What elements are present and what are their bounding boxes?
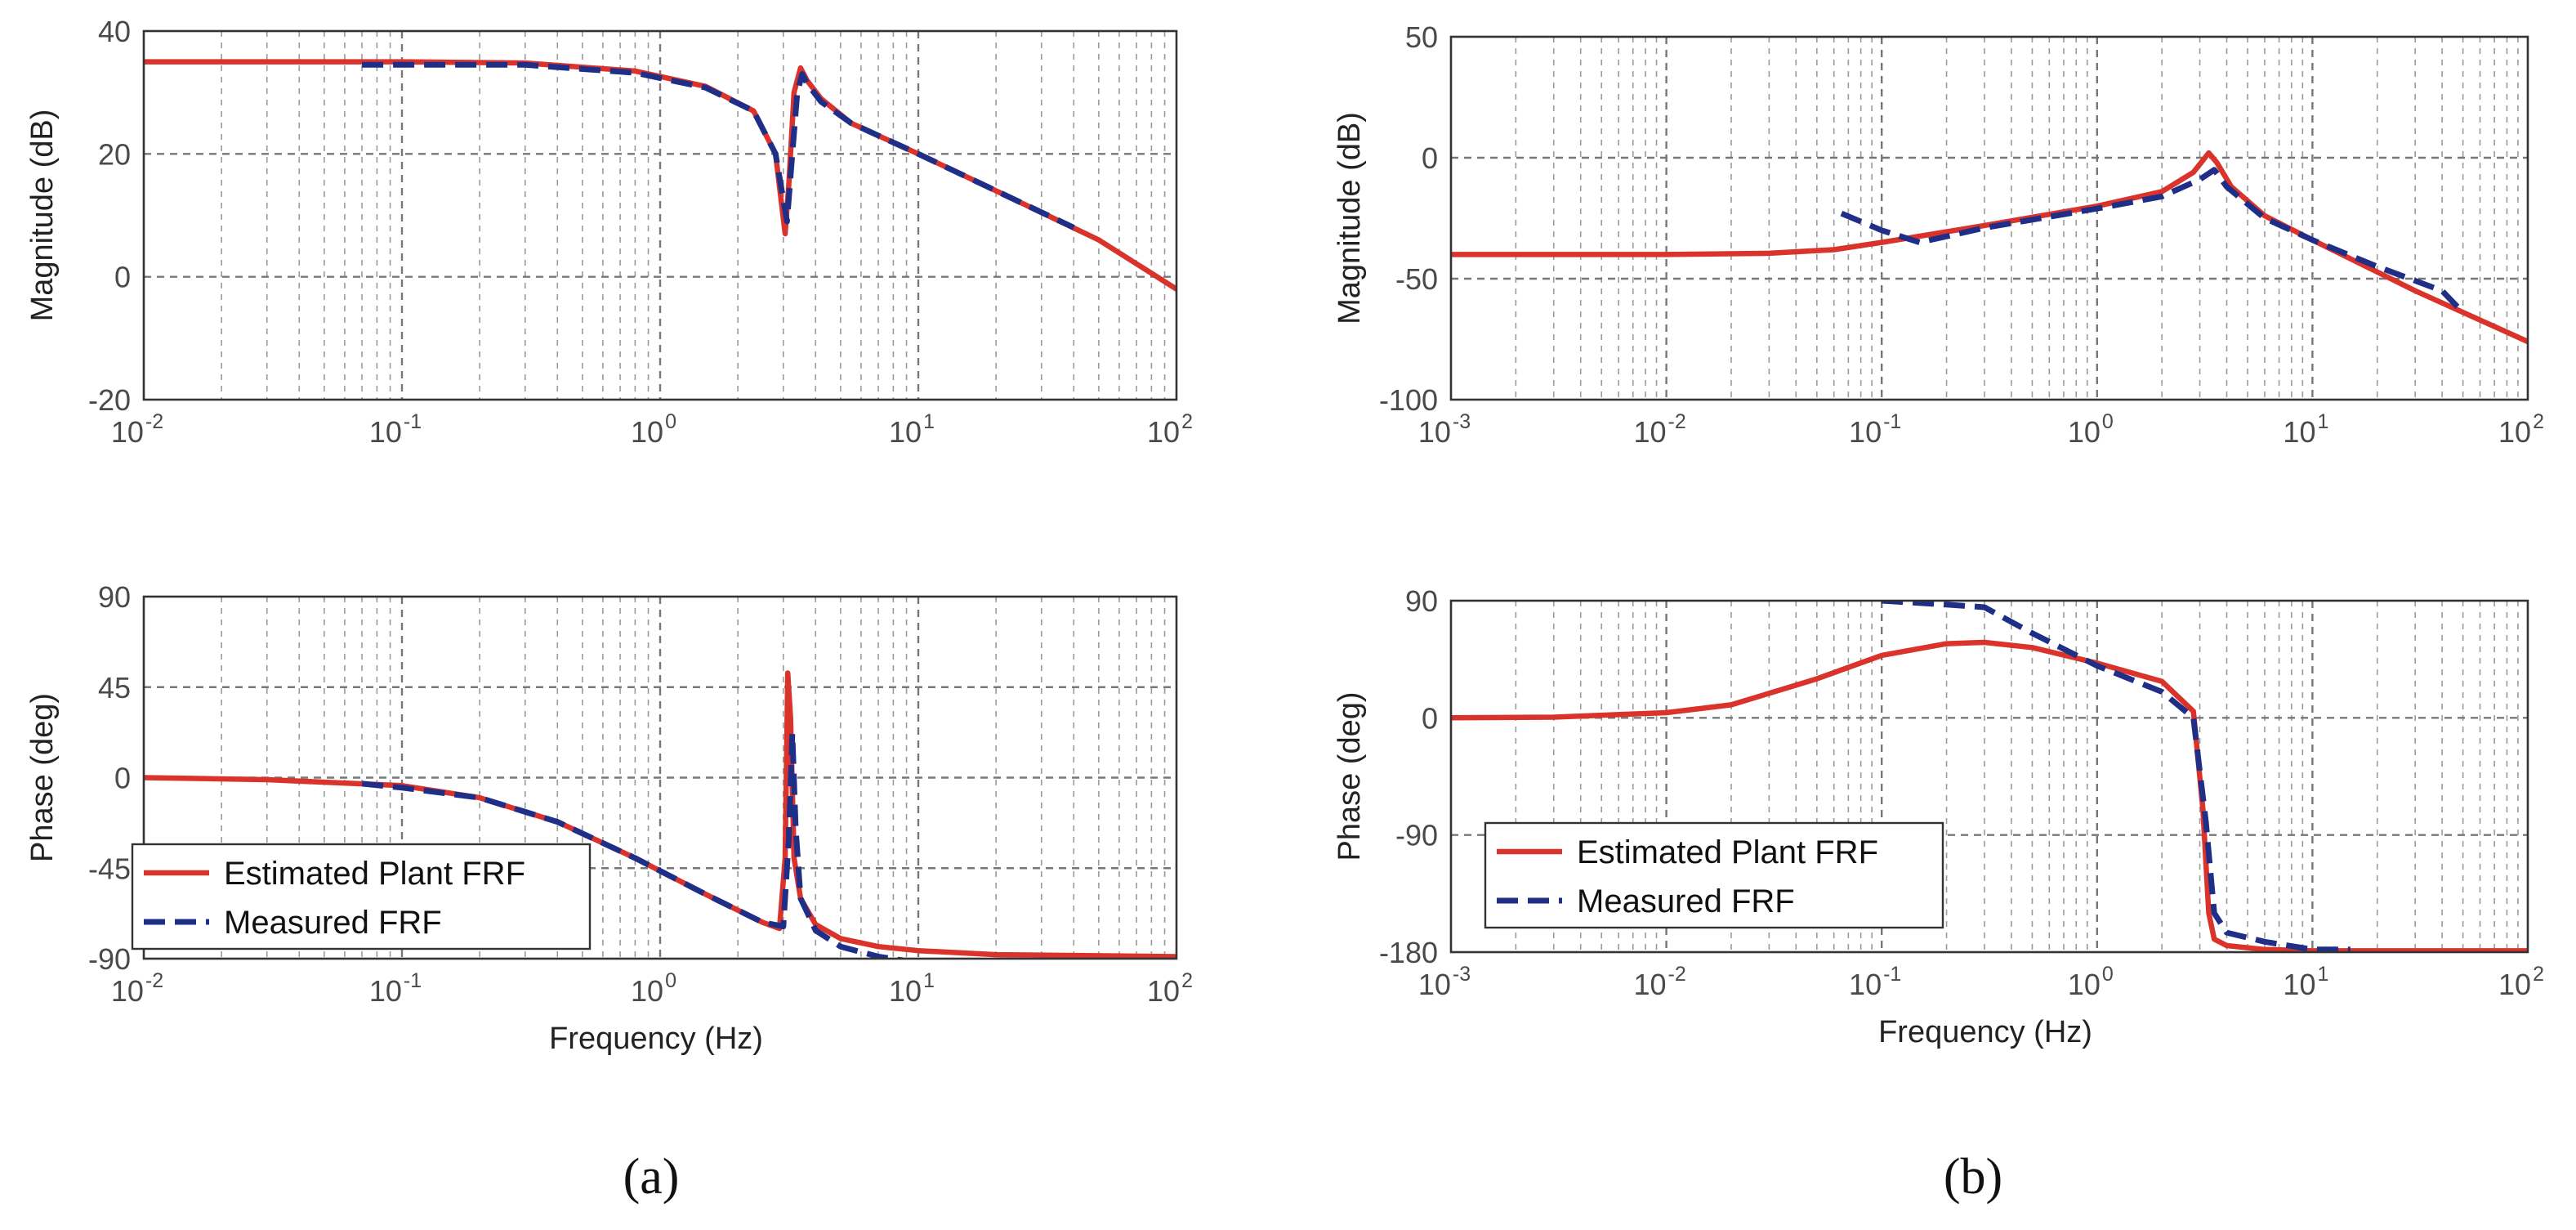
legend-a: Estimated Plant FRF Measured FRF bbox=[131, 843, 592, 950]
x-tick-label: 101 bbox=[889, 410, 935, 449]
panel-label-a: (a) bbox=[623, 1149, 680, 1205]
x-tick-label: 10-3 bbox=[1418, 963, 1471, 1001]
legend-b: Estimated Plant FRF Measured FRF bbox=[1484, 821, 1944, 929]
y-tick-label: 90 bbox=[98, 580, 131, 614]
x-tick-label: 102 bbox=[1147, 410, 1193, 449]
x-tick-label: 101 bbox=[2283, 963, 2328, 1001]
axes-frame bbox=[142, 29, 1178, 401]
y-tick-label: 50 bbox=[1405, 20, 1438, 54]
series-measured-line bbox=[1881, 601, 2351, 952]
x-tick-label: 100 bbox=[2068, 410, 2114, 449]
x-tick-label: 10-1 bbox=[1849, 963, 1901, 1001]
y-tick-label: 0 bbox=[1422, 141, 1438, 175]
plot-b-magnitude: -100 -50 0 50 10-3 10-2 10-1 100 101 102 Magnitude… bbox=[1333, 20, 2544, 449]
y-tick-label: -180 bbox=[1379, 936, 1438, 969]
y-tick-label: 40 bbox=[98, 15, 131, 48]
x-tick-label: 10-2 bbox=[111, 410, 163, 449]
x-tick-label: 10-2 bbox=[1633, 410, 1685, 449]
x-axis-label: Frequency (Hz) bbox=[1878, 1015, 2092, 1049]
plot-b-phase: -180 -90 0 90 10-3 10-2 10-1 100 101 102 Phase (de… bbox=[1333, 584, 2544, 1049]
series-measured-line bbox=[1840, 167, 2466, 315]
y-tick-label: -50 bbox=[1395, 262, 1438, 296]
y-tick-label: -90 bbox=[88, 942, 131, 976]
y-tick-label: -100 bbox=[1379, 383, 1438, 417]
y-tick-label: 90 bbox=[1405, 584, 1438, 618]
x-tick-label: 10-1 bbox=[1849, 410, 1901, 449]
y-axis-label: Magnitude (dB) bbox=[1333, 112, 1367, 324]
y-axis-label: Phase (deg) bbox=[25, 693, 60, 862]
y-tick-label: -20 bbox=[88, 383, 131, 417]
x-tick-label: 10-2 bbox=[1633, 963, 1685, 1001]
plot-a-magnitude: -20 0 20 40 10-2 10-1 100 101 102 Magnitude (dB) bbox=[25, 15, 1193, 449]
legend-a-measured-label: Measured FRF bbox=[224, 905, 442, 941]
x-axis-label: Frequency (Hz) bbox=[549, 1022, 763, 1056]
x-tick-label: 102 bbox=[2498, 410, 2544, 449]
x-tick-label: 10-3 bbox=[1418, 410, 1471, 449]
y-axis-label: Magnitude (dB) bbox=[25, 110, 60, 322]
axes-frame bbox=[142, 595, 1178, 960]
x-tick-label: 102 bbox=[1147, 969, 1193, 1008]
plot-a-phase: -90 -45 0 45 90 10-2 10-1 100 101 102 Phase (deg) F… bbox=[25, 580, 1193, 1056]
series-estimated-line bbox=[1451, 639, 2528, 952]
legend-a-estimated-label: Estimated Plant FRF bbox=[224, 856, 525, 892]
x-tick-label: 100 bbox=[2068, 963, 2114, 1001]
x-tick-label: 10-1 bbox=[369, 969, 422, 1008]
y-tick-label: -45 bbox=[88, 852, 131, 885]
x-tick-label: 10-2 bbox=[111, 969, 163, 1008]
x-tick-label: 100 bbox=[631, 410, 676, 449]
axes-frame bbox=[1449, 35, 2529, 401]
panel-label-b: (b) bbox=[1944, 1149, 2002, 1205]
y-axis-label: Phase (deg) bbox=[1333, 691, 1367, 861]
legend-b-estimated-label: Estimated Plant FRF bbox=[1577, 834, 1878, 870]
legend-b-measured-label: Measured FRF bbox=[1577, 883, 1795, 919]
plot-area bbox=[1451, 37, 2528, 400]
y-tick-label: 45 bbox=[98, 671, 131, 704]
x-tick-label: 101 bbox=[889, 969, 935, 1008]
y-tick-label: -90 bbox=[1395, 819, 1438, 852]
y-tick-label: 0 bbox=[1422, 701, 1438, 735]
x-tick-label: 101 bbox=[2283, 410, 2328, 449]
x-tick-label: 10-1 bbox=[369, 410, 422, 449]
axes-frame bbox=[1449, 599, 2529, 954]
x-tick-label: 102 bbox=[2498, 963, 2544, 1001]
x-tick-label: 100 bbox=[631, 969, 676, 1008]
y-tick-label: 20 bbox=[98, 137, 131, 171]
series-measured-line bbox=[361, 730, 912, 959]
y-tick-label: 0 bbox=[114, 762, 131, 795]
y-tick-label: 0 bbox=[114, 261, 131, 294]
